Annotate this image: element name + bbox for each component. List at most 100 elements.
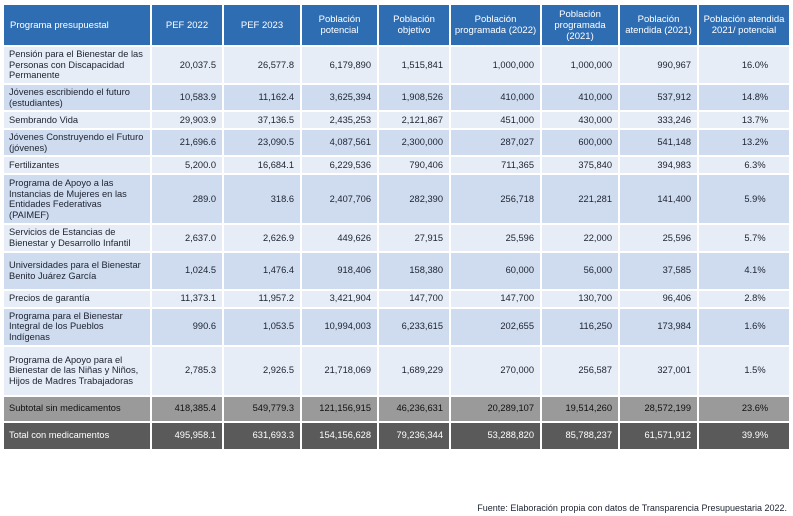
cell-atendida-2021: 25,596 (620, 225, 697, 251)
cell-program: Programa de Apoyo para el Bienestar de l… (4, 346, 150, 395)
cell-program: Pensión para el Bienestar de las Persona… (4, 47, 150, 83)
cell-pct: 5.9% (699, 175, 789, 224)
cell-programada-2021: 130,700 (542, 290, 618, 307)
cell-program: Jóvenes escribiendo el futuro (estudiant… (4, 85, 150, 111)
cell-pct: 6.3% (699, 157, 789, 174)
total-pct: 39.9% (699, 422, 789, 449)
table-row: Precios de garantía 11,373.1 11,957.2 3,… (4, 290, 789, 307)
cell-objetivo: 1,515,841 (379, 47, 449, 83)
cell-atendida-2021: 394,983 (620, 157, 697, 174)
cell-pef-2023: 2,926.5 (224, 346, 300, 395)
cell-objetivo: 282,390 (379, 175, 449, 224)
cell-potencial: 10,994,003 (302, 308, 377, 345)
cell-pef-2023: 16,684.1 (224, 157, 300, 174)
cell-programada-2022: 147,700 (451, 290, 540, 307)
cell-pef-2023: 1,053.5 (224, 308, 300, 345)
cell-potencial: 6,179,890 (302, 47, 377, 83)
cell-programada-2022: 270,000 (451, 346, 540, 395)
subtotal-potencial: 121,156,915 (302, 396, 377, 421)
cell-programada-2021: 600,000 (542, 130, 618, 156)
cell-pct: 13.7% (699, 112, 789, 129)
cell-pef-2022: 11,373.1 (152, 290, 222, 307)
cell-programada-2021: 410,000 (542, 85, 618, 111)
cell-objetivo: 1,908,526 (379, 85, 449, 111)
cell-objetivo: 6,233,615 (379, 308, 449, 345)
cell-program: Programa de Apoyo a las Instancias de Mu… (4, 175, 150, 224)
cell-pef-2023: 2,626.9 (224, 225, 300, 251)
subtotal-row: Subtotal sin medicamentos 418,385.4 549,… (4, 396, 789, 421)
cell-program: Precios de garantía (4, 290, 150, 307)
cell-pef-2023: 1,476.4 (224, 252, 300, 289)
cell-pef-2022: 1,024.5 (152, 252, 222, 289)
cell-programada-2021: 1,000,000 (542, 47, 618, 83)
cell-programada-2022: 256,718 (451, 175, 540, 224)
cell-programada-2022: 410,000 (451, 85, 540, 111)
cell-programada-2022: 451,000 (451, 112, 540, 129)
cell-objetivo: 158,380 (379, 252, 449, 289)
cell-pef-2023: 11,162.4 (224, 85, 300, 111)
cell-pct: 1.6% (699, 308, 789, 345)
cell-pef-2023: 37,136.5 (224, 112, 300, 129)
subtotal-pct: 23.6% (699, 396, 789, 421)
cell-programada-2022: 60,000 (451, 252, 540, 289)
cell-atendida-2021: 327,001 (620, 346, 697, 395)
total-potencial: 154,156,628 (302, 422, 377, 449)
subtotal-objetivo: 46,236,631 (379, 396, 449, 421)
cell-potencial: 6,229,536 (302, 157, 377, 174)
cell-programada-2021: 56,000 (542, 252, 618, 289)
cell-objetivo: 790,406 (379, 157, 449, 174)
cell-programada-2021: 116,250 (542, 308, 618, 345)
subtotal-atendida-2021: 28,572,199 (620, 396, 697, 421)
subtotal-label: Subtotal sin medicamentos (4, 396, 150, 421)
total-objetivo: 79,236,344 (379, 422, 449, 449)
cell-pef-2022: 990.6 (152, 308, 222, 345)
table-row: Pensión para el Bienestar de las Persona… (4, 47, 789, 83)
subtotal-pef-2022: 418,385.4 (152, 396, 222, 421)
cell-potencial: 918,406 (302, 252, 377, 289)
cell-objetivo: 1,689,229 (379, 346, 449, 395)
cell-programada-2021: 256,587 (542, 346, 618, 395)
cell-potencial: 3,421,904 (302, 290, 377, 307)
cell-atendida-2021: 37,585 (620, 252, 697, 289)
cell-pef-2023: 26,577.8 (224, 47, 300, 83)
total-label: Total con medicamentos (4, 422, 150, 449)
table-row: Jóvenes Construyendo el Futuro (jóvenes)… (4, 130, 789, 156)
table-row: Sembrando Vida 29,903.9 37,136.5 2,435,2… (4, 112, 789, 129)
header-programada-2021: Población programada (2021) (542, 5, 618, 45)
header-programada-2022: Población programada (2022) (451, 5, 540, 45)
cell-pct: 4.1% (699, 252, 789, 289)
cell-atendida-2021: 537,912 (620, 85, 697, 111)
cell-programada-2022: 1,000,000 (451, 47, 540, 83)
header-programa: Programa presupuestal (4, 5, 150, 45)
cell-objetivo: 27,915 (379, 225, 449, 251)
cell-pct: 16.0% (699, 47, 789, 83)
cell-objetivo: 2,121,867 (379, 112, 449, 129)
cell-pef-2022: 2,637.0 (152, 225, 222, 251)
cell-pef-2022: 20,037.5 (152, 47, 222, 83)
cell-potencial: 2,407,706 (302, 175, 377, 224)
cell-objetivo: 2,300,000 (379, 130, 449, 156)
cell-pct: 1.5% (699, 346, 789, 395)
total-programada-2021: 85,788,237 (542, 422, 618, 449)
cell-pef-2022: 289.0 (152, 175, 222, 224)
header-atendida-2021: Población atendida (2021) (620, 5, 697, 45)
total-atendida-2021: 61,571,912 (620, 422, 697, 449)
table-row: Servicios de Estancias de Bienestar y De… (4, 225, 789, 251)
subtotal-pef-2023: 549,779.3 (224, 396, 300, 421)
cell-potencial: 2,435,253 (302, 112, 377, 129)
total-programada-2022: 53,288,820 (451, 422, 540, 449)
cell-pct: 2.8% (699, 290, 789, 307)
header-pef-2022: PEF 2022 (152, 5, 222, 45)
cell-program: Universidades para el Bienestar Benito J… (4, 252, 150, 289)
cell-program: Jóvenes Construyendo el Futuro (jóvenes) (4, 130, 150, 156)
table-row: Fertilizantes 5,200.0 16,684.1 6,229,536… (4, 157, 789, 174)
program-table: Programa presupuestal PEF 2022 PEF 2023 … (2, 3, 791, 451)
cell-pef-2023: 11,957.2 (224, 290, 300, 307)
header-row: Programa presupuestal PEF 2022 PEF 2023 … (4, 5, 789, 45)
cell-potencial: 3,625,394 (302, 85, 377, 111)
cell-atendida-2021: 96,406 (620, 290, 697, 307)
cell-pef-2023: 318.6 (224, 175, 300, 224)
cell-atendida-2021: 333,246 (620, 112, 697, 129)
cell-programada-2021: 375,840 (542, 157, 618, 174)
